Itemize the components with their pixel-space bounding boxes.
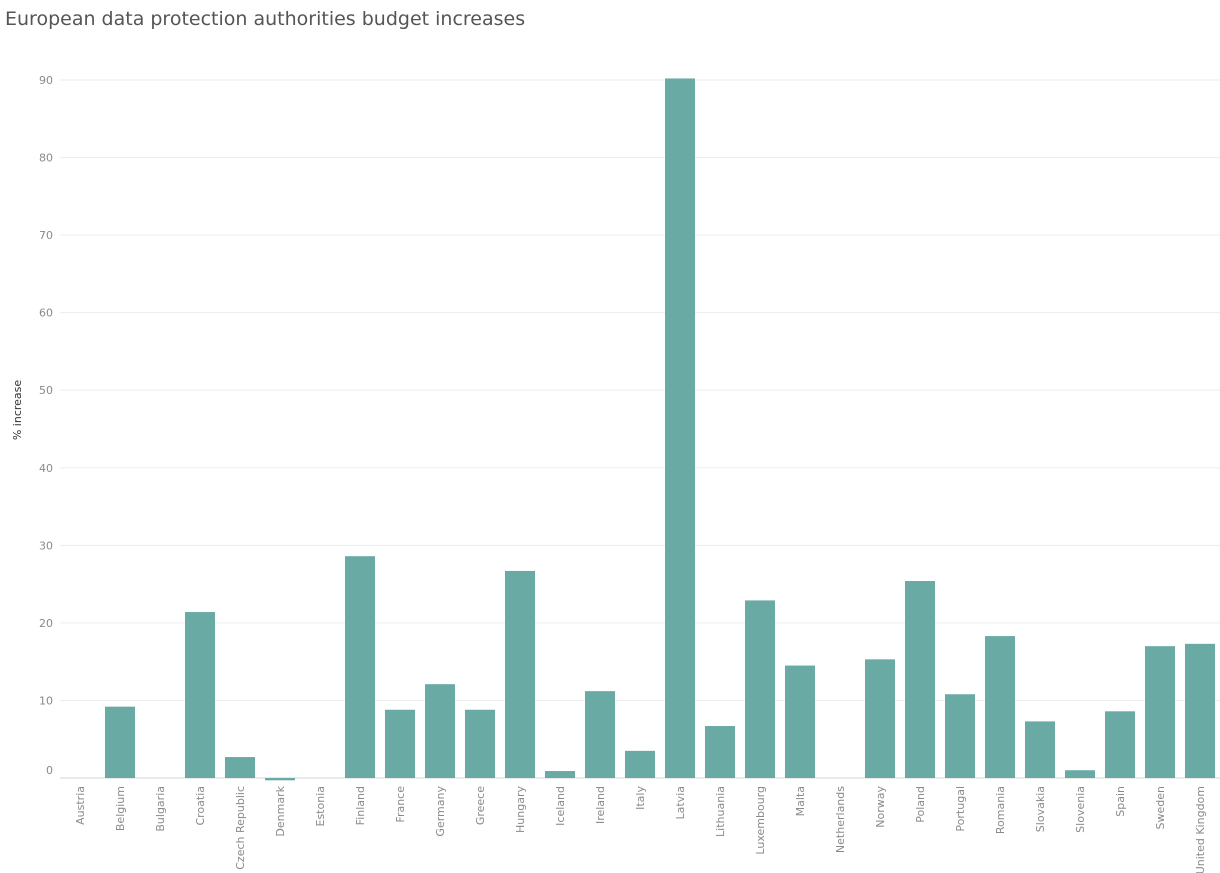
gridlines	[60, 79, 1220, 779]
bar[interactable]	[945, 694, 975, 778]
bar[interactable]	[105, 706, 135, 778]
x-tick-label: Italy	[634, 786, 647, 810]
bar[interactable]	[1105, 711, 1135, 778]
x-tick-label: Germany	[434, 786, 447, 837]
y-tick-label: 60	[39, 307, 53, 320]
x-tick-label: Slovakia	[1034, 786, 1047, 832]
bar[interactable]	[1065, 770, 1095, 778]
y-tick-label: 0	[46, 764, 53, 777]
x-tick-label: Ireland	[594, 786, 607, 824]
x-tick-label: Bulgaria	[154, 786, 167, 832]
bar[interactable]	[745, 600, 775, 778]
x-axis-ticks: Austria Belgium Bulgaria Croatia Czech Repub…	[74, 785, 1207, 873]
x-tick-label: Malta	[794, 786, 807, 816]
x-tick-label: Hungary	[514, 786, 527, 833]
x-tick-label: Lithuania	[714, 786, 727, 837]
x-tick-label: Poland	[914, 786, 927, 823]
bar[interactable]	[985, 636, 1015, 778]
bar[interactable]	[345, 556, 375, 778]
x-tick-label: Netherlands	[834, 786, 847, 853]
x-tick-label: United Kingdom	[1194, 786, 1207, 873]
bar[interactable]	[1145, 646, 1175, 778]
y-tick-label: 90	[39, 74, 53, 87]
bar[interactable]	[265, 778, 295, 781]
x-tick-label: Iceland	[554, 786, 567, 826]
bar[interactable]	[1185, 643, 1215, 778]
y-tick-label: 20	[39, 617, 53, 630]
y-tick-label: 10	[39, 694, 53, 707]
bar[interactable]	[505, 570, 535, 778]
chart-title: European data protection authorities bud…	[5, 8, 526, 30]
x-tick-label: Spain	[1114, 786, 1127, 817]
x-tick-label: Croatia	[194, 786, 207, 826]
x-tick-label: Austria	[74, 786, 87, 825]
y-tick-label: 40	[39, 462, 53, 475]
x-tick-label: Estonia	[314, 786, 327, 827]
bar[interactable]	[385, 709, 415, 778]
y-tick-label: 50	[39, 384, 53, 397]
y-tick-label: 30	[39, 539, 53, 552]
x-tick-label: Belgium	[114, 786, 127, 831]
x-tick-label: Greece	[474, 786, 487, 825]
bar[interactable]	[425, 684, 455, 778]
x-tick-label: Norway	[874, 786, 887, 828]
bar[interactable]	[1025, 721, 1055, 778]
bars	[105, 78, 1215, 781]
x-tick-label: Finland	[354, 786, 367, 825]
bar[interactable]	[865, 659, 895, 778]
x-tick-label: Portugal	[954, 786, 967, 832]
bar[interactable]	[465, 709, 495, 778]
y-tick-label: 80	[39, 152, 53, 165]
x-tick-label: Denmark	[274, 785, 287, 836]
bar[interactable]	[665, 78, 695, 778]
bar[interactable]	[225, 757, 255, 778]
bar[interactable]	[545, 771, 575, 778]
x-tick-label: Czech Republic	[234, 786, 247, 870]
y-axis-ticks: 0 10 20 30 40 50 60 70 80 90	[39, 74, 53, 777]
x-tick-label: Sweden	[1154, 786, 1167, 829]
bar[interactable]	[905, 581, 935, 778]
x-tick-label: Slovenia	[1074, 786, 1087, 833]
bar[interactable]	[785, 665, 815, 778]
bar[interactable]	[625, 750, 655, 778]
x-tick-label: Luxembourg	[754, 786, 767, 855]
x-tick-label: Romania	[994, 786, 1007, 834]
bar[interactable]	[705, 726, 735, 778]
x-tick-label: Latvia	[674, 786, 687, 820]
x-tick-label: France	[394, 786, 407, 823]
y-tick-label: 70	[39, 229, 53, 242]
bar[interactable]	[585, 691, 615, 778]
y-axis-title: % increase	[11, 380, 24, 441]
bar[interactable]	[185, 612, 215, 778]
